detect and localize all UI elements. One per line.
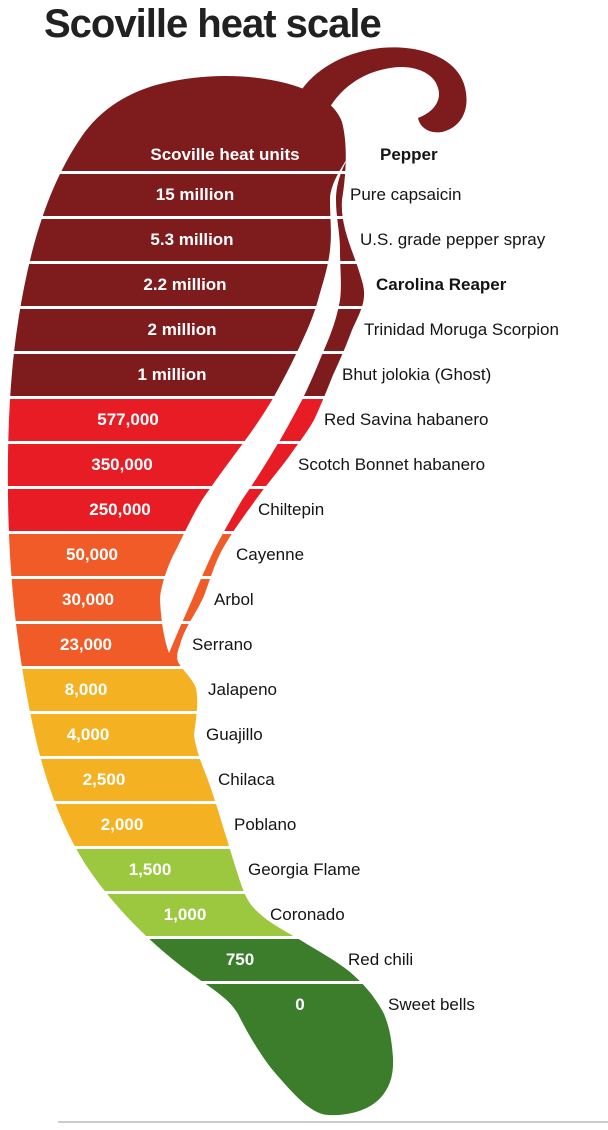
shu-value: 1 million [137, 365, 207, 384]
shu-value: 1,500 [128, 860, 172, 879]
pepper-label: Chilaca [218, 770, 275, 789]
shu-value: 2,500 [82, 770, 126, 789]
shu-value: 250,000 [89, 500, 151, 519]
shu-value: 577,000 [97, 410, 159, 429]
page-title: Scoville heat scale [44, 2, 382, 46]
shu-value: 2,000 [100, 815, 144, 834]
pepper-label: Bhut jolokia (Ghost) [342, 365, 492, 384]
pepper-column-header: Pepper [380, 145, 438, 164]
shu-value: 1,000 [163, 905, 207, 924]
pepper-label: Georgia Flame [248, 860, 361, 879]
pepper-label: Pure capsaicin [350, 185, 462, 204]
shu-value: 30,000 [62, 590, 114, 609]
band-row [7, 174, 467, 216]
shu-value: 50,000 [66, 545, 118, 564]
scale-column-header: Scoville heat units [150, 145, 300, 164]
shu-value: 4,000 [66, 725, 110, 744]
shu-value: 0 [295, 995, 305, 1014]
shu-value: 15 million [155, 185, 235, 204]
pepper-label: U.S. grade pepper spray [360, 230, 546, 249]
pepper-label: Red Savina habanero [324, 410, 489, 429]
shu-value: 750 [225, 950, 255, 969]
pepper-label: Poblano [234, 815, 297, 834]
shu-value: 23,000 [60, 635, 112, 654]
pepper-label: Chiltepin [258, 500, 325, 519]
band-row [7, 399, 467, 441]
pepper-label: Red chili [348, 950, 414, 969]
shu-value: 350,000 [91, 455, 153, 474]
shu-value: 2.2 million [143, 275, 227, 294]
pepper-label: Serrano [192, 635, 253, 654]
pepper-label: Cayenne [236, 545, 305, 564]
pepper-label: Trinidad Moruga Scorpion [364, 320, 559, 339]
band-row [7, 804, 467, 846]
pepper-shine-highlight [160, 150, 352, 653]
pepper-label: Carolina Reaper [376, 275, 507, 294]
pepper-label: Scotch Bonnet habanero [298, 455, 486, 474]
pepper-label: Guajillo [206, 725, 263, 744]
pepper-label: Sweet bells [388, 995, 475, 1014]
shu-value: 5.3 million [150, 230, 234, 249]
shu-value: 2 million [147, 320, 217, 339]
shu-value: 8,000 [64, 680, 108, 699]
band-header-cap [7, 47, 467, 171]
bottom-rule [58, 1121, 608, 1123]
pepper-label: Coronado [270, 905, 345, 924]
pepper-label: Jalapeno [208, 680, 278, 699]
band-row [7, 939, 467, 981]
pepper-label: Arbol [214, 590, 254, 609]
band-row [7, 264, 467, 306]
